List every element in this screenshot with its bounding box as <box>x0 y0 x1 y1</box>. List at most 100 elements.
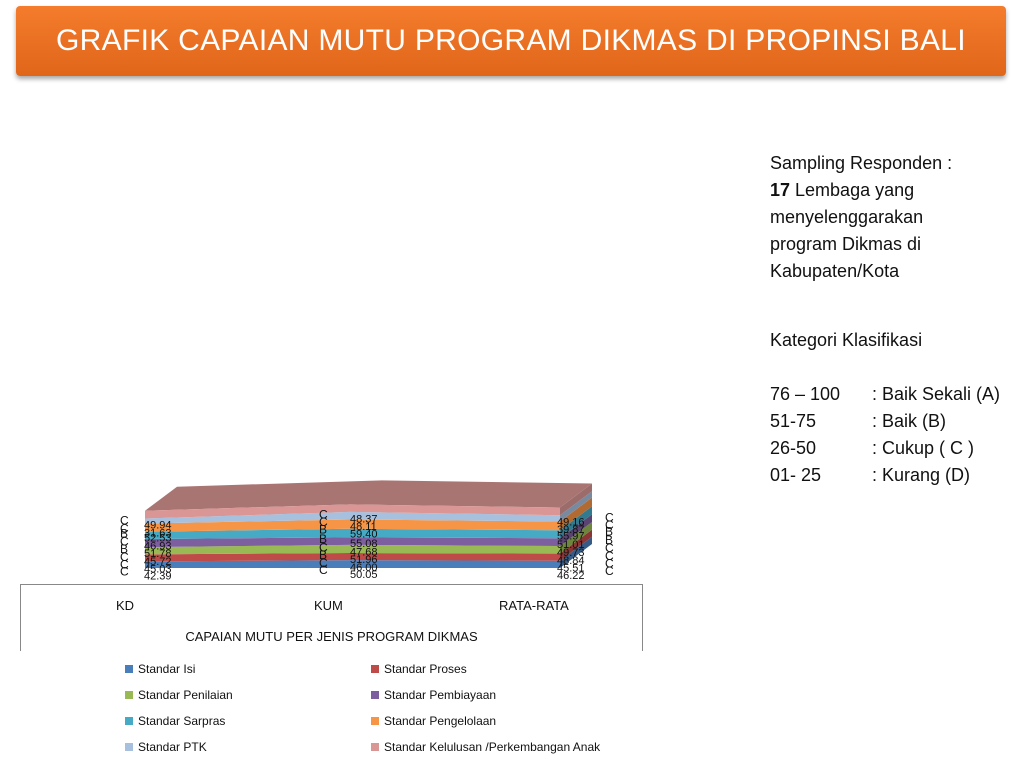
grade-label: C <box>319 540 328 554</box>
classification-row: 01- 25 : Kurang (D) <box>770 462 1020 489</box>
classification-label: : Kurang (D) <box>872 465 971 485</box>
sampling-line-1: Sampling Responden : <box>770 153 953 173</box>
legend-label: Standar Proses <box>384 662 467 676</box>
grade-label: B <box>120 542 128 556</box>
sampling-info: Sampling Responden : 17 Lembaga yang men… <box>770 150 1020 285</box>
area-side-face <box>560 491 592 522</box>
grade-label: B <box>605 533 613 547</box>
area-side-face <box>560 497 592 531</box>
classification-range: 76 – 100 <box>770 384 841 404</box>
data-label: 49.16 <box>557 517 585 529</box>
area-side-face <box>560 506 592 539</box>
classification-row: 51-75: Baik (B) <box>770 408 1020 435</box>
classification-row: 26-50: Cukup ( C ) <box>770 435 1020 462</box>
grade-label: B <box>319 548 327 562</box>
sampling-line-3: menyelenggarakan <box>770 207 924 227</box>
data-label: 51.01 <box>557 539 585 551</box>
data-label: 59.40 <box>350 528 378 540</box>
classification-label: : Baik (B) <box>872 411 947 431</box>
legend-swatch <box>125 717 133 725</box>
legend-item: Standar Pengelolaan <box>371 714 496 728</box>
legend-swatch <box>125 691 133 699</box>
legend-label: Standar Kelulusan /Perkembangan Anak <box>384 740 601 754</box>
legend-label: Standar Sarpras <box>138 714 226 728</box>
legend-item: Standar Sarpras <box>125 714 225 728</box>
grade-label: C <box>120 535 129 549</box>
classification-row: 76 – 100 : Baik Sekali (A) <box>770 381 1020 408</box>
area-side-face <box>560 529 592 561</box>
area-side-face <box>560 536 592 568</box>
sampling-line-2-text: Lembaga yang <box>790 180 915 200</box>
category-label-rata-rata: RATA-RATA <box>499 598 569 613</box>
area-series-band <box>145 511 560 524</box>
sampling-count: 17 <box>770 180 791 200</box>
legend-label: Standar Penilaian <box>138 688 233 702</box>
grade-label: C <box>605 564 614 578</box>
data-label: 45.03 <box>144 563 172 575</box>
legend-item: Standar Penilaian <box>125 688 233 702</box>
data-label: 47.68 <box>350 546 378 558</box>
legend-swatch <box>371 743 379 751</box>
legend-item: Standar Pembiayaan <box>371 688 496 702</box>
area-side-face <box>560 522 592 554</box>
classification-info: Kategori Klasifikasi 76 – 100: Baik Seka… <box>770 327 1020 489</box>
sampling-line-4: program Dikmas di <box>770 234 922 254</box>
grade-label: C <box>319 563 328 577</box>
data-label: 45.51 <box>557 563 585 575</box>
data-label: 31.63 <box>144 528 172 540</box>
legend-item: Standar PTK <box>125 740 207 754</box>
area-side-face <box>560 483 592 516</box>
legend-label: Standar Isi <box>138 662 196 676</box>
data-label: 49.94 <box>144 520 172 532</box>
data-label: 46.00 <box>350 562 378 574</box>
grade-label: B <box>120 526 128 540</box>
area-series-band <box>145 504 560 519</box>
grade-label: B <box>605 524 613 538</box>
grade-label: C <box>605 549 614 563</box>
grade-label: C <box>120 522 129 536</box>
grade-label: C <box>120 557 129 571</box>
grade-label: C <box>120 514 129 528</box>
legend-item: Standar Isi <box>125 662 195 676</box>
data-label: 50.05 <box>350 569 378 581</box>
legend-label: Standar Pembiayaan <box>384 688 497 702</box>
category-axis-table: KD KUM RATA-RATA CAPAIAN MUTU PER JENIS … <box>20 584 643 651</box>
classification-label: : Baik Sekali (A) <box>872 384 1001 404</box>
grade-label: C <box>319 556 328 570</box>
data-label: 55.97 <box>557 530 585 542</box>
grade-label: C <box>605 511 614 525</box>
legend-item: Standar Kelulusan /Perkembangan Anak <box>371 740 600 754</box>
grade-label: C <box>605 518 614 532</box>
grade-label: C <box>120 550 129 564</box>
classification-range: 26-50 <box>770 438 817 458</box>
grade-label: B <box>319 532 327 546</box>
grade-label: C <box>319 515 328 529</box>
area-side-face <box>560 514 592 547</box>
legend-item: Standar Proses <box>371 662 467 676</box>
title-banner: GRAFIK CAPAIAN MUTU PROGRAM DIKMAS DI PR… <box>16 6 1006 76</box>
data-label: 48.84 <box>557 555 585 567</box>
data-label: 39.87 <box>557 524 585 536</box>
legend-swatch <box>371 717 379 725</box>
area-series-band <box>145 544 560 555</box>
legend-swatch <box>371 691 379 699</box>
data-label: 49.73 <box>557 547 585 559</box>
legend-swatch <box>125 743 133 751</box>
area-series-band <box>145 519 560 532</box>
area-series-band <box>145 560 560 568</box>
data-label: 51.96 <box>350 554 378 566</box>
area-series-band <box>145 537 560 548</box>
sampling-line-2: 17 Lembaga yang <box>770 177 1020 204</box>
data-label: 46.22 <box>557 570 585 582</box>
grade-label: C <box>120 564 129 578</box>
data-label: 48.11 <box>350 521 377 533</box>
data-label: 45.72 <box>144 556 172 568</box>
grade-label: C <box>605 557 614 571</box>
classification-range: 01- 25 <box>770 465 822 485</box>
data-label: 42.39 <box>144 570 172 582</box>
grade-label: C <box>605 541 614 555</box>
category-label-kd: KD <box>116 598 135 613</box>
grade-label: C <box>319 507 328 521</box>
legend-label: Standar PTK <box>138 740 207 754</box>
